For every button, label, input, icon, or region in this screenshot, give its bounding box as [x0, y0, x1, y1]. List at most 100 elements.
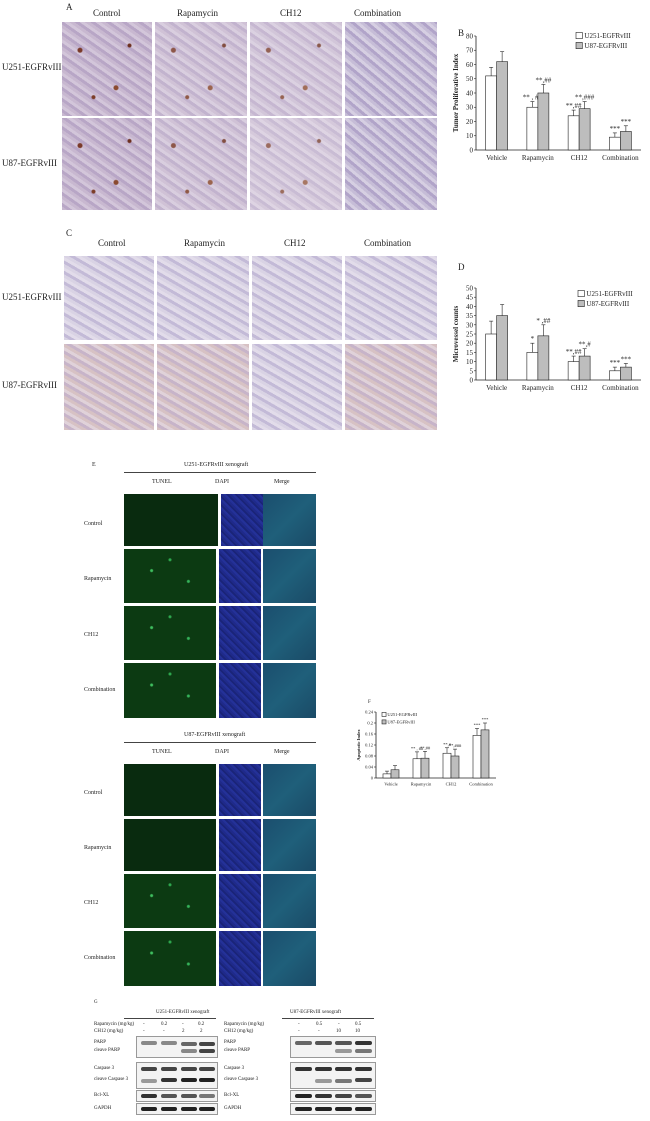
blot1-rapa-4: 0.2	[198, 1022, 205, 1027]
panel-a-row-u87: U87-EGFRvIII	[2, 158, 57, 168]
fluo-g1-ch12-dapi	[219, 606, 261, 660]
bar	[480, 729, 490, 779]
significance-label: **,##	[536, 76, 552, 84]
legend-label: U87-EGFRvIII	[584, 42, 627, 50]
bar	[485, 333, 497, 381]
ihc-a-u251-ch12	[250, 22, 342, 116]
x-tick-label: Combination	[469, 782, 493, 787]
fluo-g1-rapamycin-merge	[263, 549, 316, 603]
significance-label: ***	[621, 355, 632, 363]
panel-e-g2-row-combination: Combination	[84, 955, 116, 961]
fluo-g1-combination-dapi	[219, 663, 261, 718]
panel-a-col-ch12: CH12	[280, 8, 302, 18]
blot1-cleave-parp: cleave PARP	[94, 1048, 121, 1053]
panel-d-letter: D	[458, 262, 465, 272]
bar	[390, 769, 400, 779]
panel-e-g1-row-combination: Combination	[84, 687, 116, 693]
fluo-g2-rapamycin-dapi	[219, 819, 261, 871]
blot2-cleave-caspase3: cleave Caspase 3	[224, 1077, 259, 1082]
bar	[472, 735, 482, 779]
significance-label: **,##	[420, 745, 431, 751]
x-tick-label: Rapamycin	[411, 782, 432, 787]
blot2-ch12-3: 10	[336, 1029, 341, 1034]
panel-c-row-u251: U251-EGFRvIII	[2, 292, 62, 302]
blot2-bclxl-gel	[290, 1090, 376, 1102]
x-tick-label: Combination	[602, 154, 639, 162]
y-tick-label: 15	[466, 349, 474, 357]
panel-e-g2-col-merge: Merge	[274, 749, 290, 755]
y-tick-label: 40	[466, 303, 474, 311]
ihc-a-u87-ch12	[250, 118, 342, 210]
x-tick-label: Rapamycin	[522, 384, 554, 392]
x-tick-label: Rapamycin	[522, 154, 554, 162]
chart-f: 0 0.04 0.08 0.12 0.16 0.2 0.24 Apoptotic Index V…	[356, 710, 496, 787]
legend-swatch	[575, 32, 583, 40]
bar	[442, 752, 452, 779]
blot1-rapa-2: 0.2	[161, 1022, 168, 1027]
blot2-caspase-gel	[290, 1062, 376, 1089]
significance-label: ***	[621, 118, 632, 126]
panel-a-letter: A	[66, 2, 73, 12]
blot2-cleave-parp: cleave PARP	[224, 1048, 251, 1053]
panel-e-g1-row-control: Control	[84, 521, 103, 527]
fluo-g2-combination-tunel	[124, 931, 216, 986]
fluo-g2-ch12-tunel	[124, 874, 216, 928]
y-tick-label: 0.24	[365, 710, 374, 715]
x-tick-label: Vehicle	[384, 782, 398, 787]
fluo-g2-rapamycin-tunel	[124, 819, 216, 871]
x-tick-label: CH12	[446, 782, 457, 787]
y-tick-label: 0.04	[365, 765, 374, 770]
fluo-g2-ch12-merge	[263, 874, 316, 928]
panel-a-col-rapamycin: Rapamycin	[177, 8, 218, 18]
y-tick-label: 45	[466, 294, 474, 302]
blot2-parp: PARP	[224, 1040, 237, 1045]
fluo-g2-control-tunel	[124, 764, 216, 816]
blot2-rapa-label: Rapamycin (mg/kg)	[224, 1022, 265, 1027]
chart-b: 0 10 20 30 40 50 60 70 80 Tumor Proliferative Ind…	[452, 32, 641, 162]
panel-c-row-u87: U87-EGFRvIII	[2, 380, 57, 390]
blot2-gapdh-gel	[290, 1103, 376, 1115]
significance-label: ** , ##	[523, 94, 543, 102]
legend-swatch	[381, 719, 387, 725]
y-tick-label: 10	[466, 358, 474, 366]
ihc-c-u87-ch12	[252, 344, 342, 430]
blot2-title: U87-EGFRvIII xenograft	[290, 1010, 341, 1015]
ihc-a-u87-rapamycin	[155, 118, 247, 210]
panel-e-g2-col-dapi: DAPI	[215, 749, 230, 755]
y-tick-label: 70	[466, 47, 474, 55]
blot2-rule	[282, 1018, 374, 1019]
blot2-rapa-4: 0.5	[355, 1022, 362, 1027]
blot1-rapa-3: -	[182, 1022, 184, 1027]
panel-a-row-u251: U251-EGFRvIII	[2, 62, 62, 72]
legend-swatch	[577, 300, 585, 307]
ihc-a-u87-control	[62, 118, 152, 210]
significance-label: ***	[610, 359, 621, 367]
panel-e-letter: E	[92, 462, 96, 468]
legend-label: U251-EGFRvIII	[584, 32, 631, 40]
bar	[496, 61, 508, 151]
bar	[578, 108, 591, 151]
bar	[567, 115, 580, 151]
panel-e-g2-col-tunel: TUNEL	[152, 749, 172, 755]
x-tick-label: Vehicle	[486, 384, 507, 392]
panel-c-letter: C	[66, 228, 73, 238]
y-tick-label: 60	[466, 61, 474, 69]
panel-f-letter: F	[368, 700, 371, 705]
y-tick-label: 0.08	[365, 754, 374, 759]
y-tick-label: 20	[466, 340, 474, 348]
blot1-bclxl: Bcl-XL	[94, 1093, 110, 1098]
fluo-g1-combination-merge	[263, 663, 316, 718]
bar	[526, 106, 539, 151]
bar	[609, 136, 621, 151]
y-tick-label: 0	[470, 146, 474, 154]
bar	[537, 92, 550, 151]
significance-label: **,#	[579, 341, 592, 349]
panel-a-col-control: Control	[93, 8, 121, 18]
significance-label: **,##	[566, 102, 582, 110]
fluo-g2-control-dapi	[219, 764, 261, 816]
y-tick-label: 10	[466, 132, 474, 140]
ihc-a-u251-rapamycin	[155, 22, 247, 116]
x-tick-label: CH12	[571, 384, 588, 392]
y-axis-label: Apoptotic Index	[356, 729, 361, 761]
panel-e-g1-col-merge: Merge	[274, 479, 290, 485]
